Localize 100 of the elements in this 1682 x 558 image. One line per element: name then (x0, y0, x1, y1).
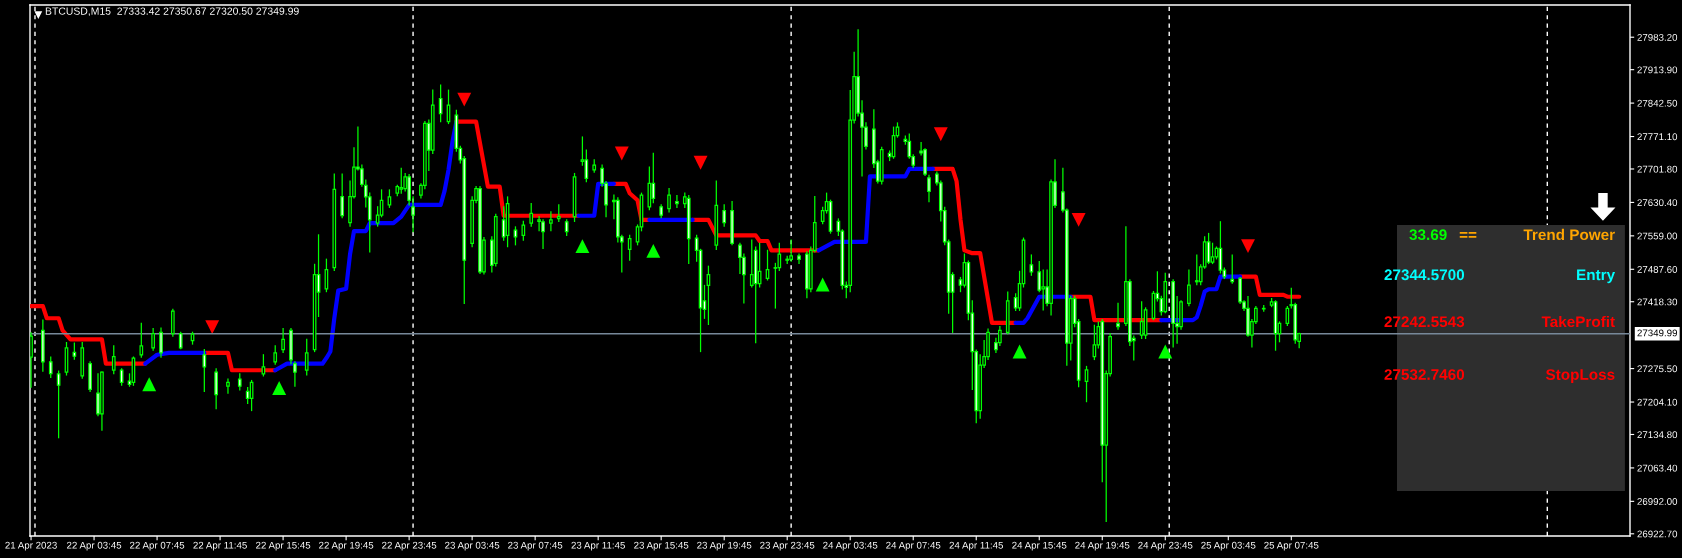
candlestick (159, 327, 163, 358)
point (693, 155, 708, 170)
point (646, 243, 661, 258)
point (1071, 212, 1086, 227)
candlestick (1037, 260, 1042, 293)
annotation: StopLoss (1545, 369, 1615, 383)
y-tick-label: 26922.70 (1637, 530, 1678, 538)
annotation: 27242.5543 (1384, 316, 1465, 328)
y-tick-label: 27771.10 (1637, 133, 1678, 141)
candlestick (675, 194, 679, 208)
candlestick (1029, 254, 1034, 276)
candlestick (667, 187, 671, 213)
y-tick-label: 27701.80 (1637, 165, 1678, 173)
line-series (1159, 274, 1243, 323)
x-tick-label: 23 Apr 23:45 (760, 541, 815, 551)
candlestick (789, 239, 793, 262)
y-tick-label: 27559.00 (1637, 232, 1678, 240)
x-tick-label: 24 Apr 03:45 (823, 541, 878, 551)
ref-line-label: 27349.99 (1637, 329, 1678, 337)
point (272, 381, 287, 395)
candlestick (1139, 301, 1144, 340)
candlestick (529, 202, 534, 227)
candlestick (549, 211, 553, 232)
x-tick-label: 23 Apr 15:45 (634, 541, 689, 551)
candlestick (30, 332, 33, 388)
point (614, 146, 629, 161)
point (205, 320, 220, 335)
candlestick (170, 308, 175, 337)
x-tick-label: 22 Apr 11:45 (193, 541, 247, 551)
y-tick-label: 27418.30 (1637, 298, 1678, 306)
x-tick-label: 25 Apr 07:45 (1264, 541, 1319, 551)
candlestick (111, 345, 116, 375)
candlestick (722, 204, 727, 227)
annotation: 27344.5700 (1384, 269, 1465, 281)
y-tick-label: 26992.00 (1637, 498, 1678, 505)
candlestick (96, 373, 100, 417)
y-tick-label: 27842.50 (1637, 99, 1678, 107)
candlestick (340, 173, 345, 219)
y-tick-label: 27134.80 (1637, 431, 1678, 439)
candlestick (1187, 269, 1191, 307)
y-tick-label: 27204.10 (1637, 398, 1678, 406)
y-tick-label: 27275.50 (1637, 365, 1678, 373)
point (575, 239, 590, 254)
candlestick (521, 220, 526, 241)
candlestick (1285, 305, 1290, 326)
chart-title: BTCUSD,M15 27333.42 27350.67 27320.50 27349.99 (45, 7, 299, 17)
candlestick (48, 356, 53, 378)
candlestick (1194, 254, 1199, 286)
x-tick-label: 24 Apr 23:45 (1138, 541, 1193, 551)
x-tick-label: 23 Apr 19:45 (697, 541, 752, 551)
candlestick (1210, 242, 1215, 265)
candlestick (304, 338, 309, 376)
candlestick (139, 322, 144, 358)
x-tick-label: 21 Apr 2023 (5, 541, 57, 551)
annotation: == (1459, 231, 1477, 238)
candlestick (757, 242, 762, 288)
candlestick (438, 84, 443, 123)
x-tick-label: 23 Apr 11:45 (571, 541, 625, 551)
candlestick (1041, 269, 1046, 311)
candlestick (151, 327, 155, 351)
x-tick-label: 24 Apr 15:45 (1012, 541, 1067, 551)
x-tick-label: 22 Apr 07:45 (130, 541, 185, 551)
x-tick-label: 22 Apr 03:45 (66, 541, 122, 551)
point (457, 92, 472, 107)
candlestick (214, 368, 218, 410)
point (815, 277, 830, 292)
candlestick (273, 345, 278, 365)
candlestick (797, 253, 801, 265)
candlestick (651, 152, 656, 204)
candlestick (1230, 254, 1235, 284)
y-tick-label: 27063.40 (1637, 464, 1678, 472)
candlestick (927, 174, 931, 203)
point (933, 127, 948, 142)
y-tick-label: 27983.20 (1637, 33, 1678, 41)
x-tick-label: 23 Apr 07:45 (508, 541, 563, 551)
x-tick-label: 24 Apr 07:45 (886, 541, 941, 551)
annotation: Entry (1577, 269, 1616, 284)
candlestick (226, 378, 230, 394)
annotation: Trend Power (1523, 228, 1615, 241)
x-tick-label: 22 Apr 15:45 (256, 541, 311, 551)
candlestick (281, 327, 285, 354)
x-tick-label: 25 Apr 03:45 (1201, 541, 1256, 551)
y-tick-label: 27913.90 (1637, 66, 1678, 74)
y-tick-label: 27487.60 (1637, 266, 1678, 273)
y-tick-label: 27630.40 (1637, 199, 1678, 207)
annotation: 33.69 (1409, 229, 1447, 241)
candlestick (1116, 302, 1120, 330)
point (142, 377, 157, 392)
x-tick-label: 22 Apr 23:45 (382, 541, 437, 551)
candlestick (541, 219, 545, 250)
candlestick (647, 166, 652, 211)
point (1012, 344, 1027, 359)
x-tick-label: 24 Apr 11:45 (949, 541, 1004, 551)
x-tick-label: 23 Apr 03:45 (445, 541, 500, 551)
candlestick (202, 349, 207, 392)
candlestick (627, 234, 632, 261)
annotation: TakeProfit (1541, 315, 1615, 328)
annotation: 27532.7460 (1384, 369, 1465, 380)
x-tick-label: 22 Apr 19:45 (319, 541, 374, 551)
point (1241, 239, 1255, 254)
